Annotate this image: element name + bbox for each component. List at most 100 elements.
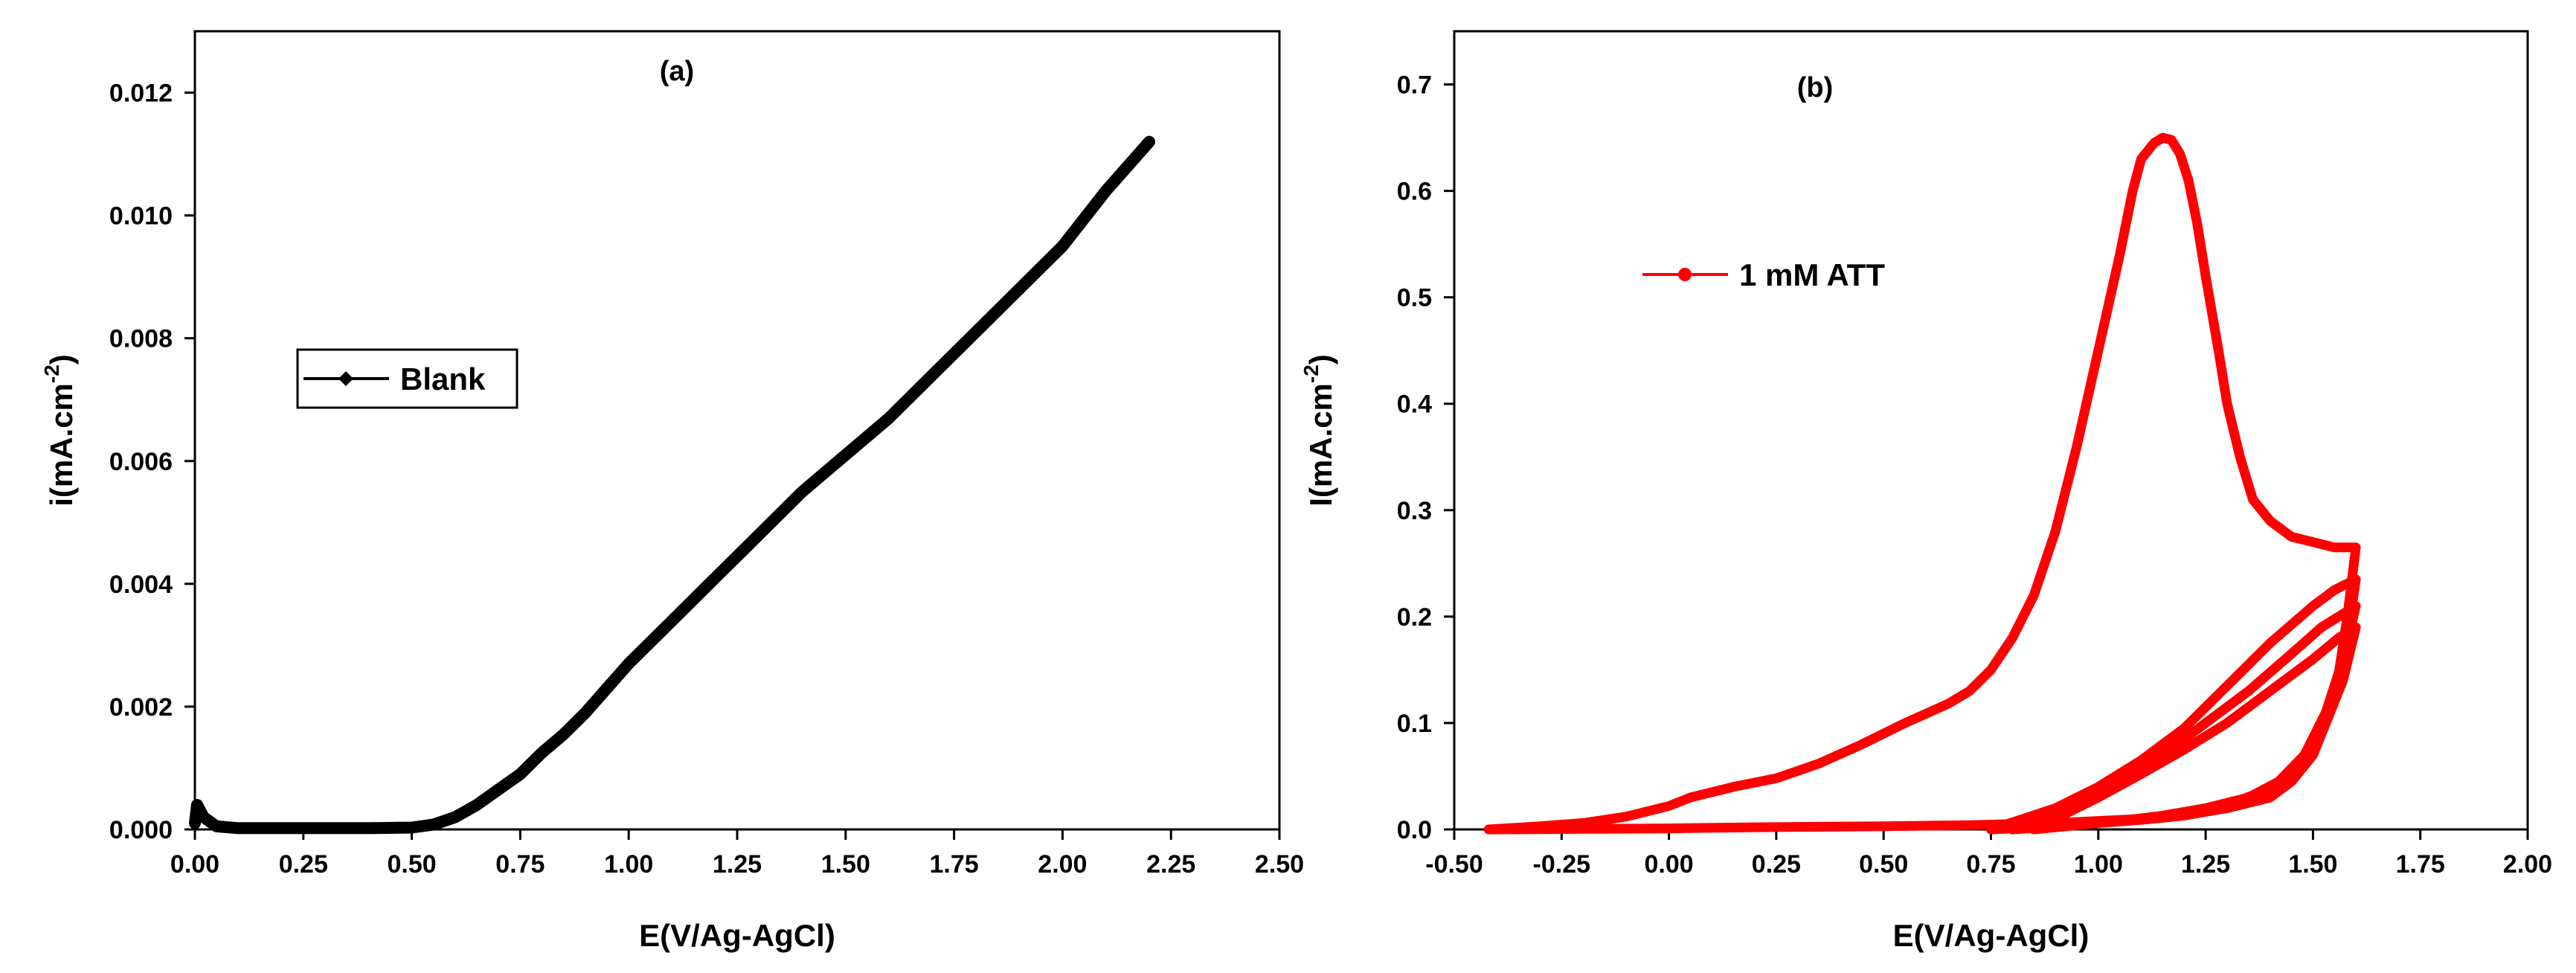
data-point <box>2202 719 2210 727</box>
data-point <box>668 617 676 625</box>
data-point <box>364 824 373 832</box>
data-point <box>234 824 242 832</box>
data-point <box>277 824 286 832</box>
data-point <box>193 801 201 809</box>
series-att <box>1483 132 2361 835</box>
data-point <box>2258 788 2266 796</box>
data-point <box>1686 794 1695 802</box>
data-point <box>2094 347 2102 355</box>
data-point <box>1880 822 1888 830</box>
data-point <box>1987 666 1995 674</box>
y-tick-label: 0.000 <box>109 816 173 844</box>
x-tick-label: 1.75 <box>930 850 979 879</box>
data-point <box>2137 770 2145 778</box>
data-point <box>625 660 633 668</box>
data-point <box>2266 794 2274 802</box>
series-blank <box>189 135 1155 835</box>
data-point <box>1965 687 1973 695</box>
data-point <box>2030 826 2038 833</box>
x-tick-label: -0.25 <box>1533 850 1591 879</box>
x-tick-label: 2.00 <box>2503 850 2552 879</box>
panel-a-chart: 0.00 0.25 0.50 0.75 1.00 1.25 1.50 1.75 2.00 2.25… <box>40 30 1304 953</box>
data-point <box>2185 176 2192 184</box>
data-point <box>1102 187 1110 195</box>
data-point <box>2008 634 2017 642</box>
data-point <box>1751 823 1758 832</box>
data-point <box>2249 495 2257 504</box>
y-tick-label: 0.012 <box>109 80 173 108</box>
data-point <box>2180 745 2188 754</box>
x-tick-label: 2.25 <box>1146 850 1195 879</box>
data-point <box>429 821 437 829</box>
data-point <box>1944 700 1952 708</box>
data-point <box>1729 783 1738 791</box>
data-point <box>2159 812 2167 821</box>
data-point <box>2236 453 2244 461</box>
series-line-cycle-1 <box>189 135 1155 835</box>
data-point <box>841 451 849 459</box>
data-point <box>2335 634 2342 642</box>
y-axis-title-close: ) <box>1303 354 1338 365</box>
data-point <box>1665 824 1673 832</box>
y-axis-title: i(mA.cm-2) <box>40 354 79 507</box>
data-point <box>321 824 329 832</box>
y-tick-label: 0.6 <box>1397 178 1432 206</box>
x-tick-label: 0.00 <box>1645 850 1694 879</box>
data-point <box>2309 602 2317 610</box>
legend-label: Blank <box>400 362 486 396</box>
x-tick-label: 1.75 <box>2396 850 2445 879</box>
data-point <box>2137 155 2145 163</box>
legend-box <box>296 348 518 409</box>
legend-label: 1 mM ATT <box>1739 257 1885 292</box>
data-point <box>2292 767 2300 775</box>
data-point <box>1622 812 1630 821</box>
data-point <box>1579 819 1587 827</box>
data-point <box>2287 533 2296 541</box>
y-tick-label: 0.1 <box>1397 710 1432 738</box>
data-point <box>2317 730 2325 738</box>
y-axis-title-main: I(mA.cm <box>1303 383 1338 507</box>
data-point <box>1858 740 1866 748</box>
data-point <box>2317 623 2325 632</box>
data-point <box>2309 655 2317 664</box>
data-point <box>2180 725 2188 733</box>
data-point <box>1665 802 1673 810</box>
panel-label: (b) <box>1797 72 1834 103</box>
x-tick-label: -0.50 <box>1425 850 1483 879</box>
data-point <box>538 748 546 757</box>
data-point <box>2116 251 2124 259</box>
x-tick-label: 0.50 <box>388 850 437 879</box>
data-point <box>711 574 719 582</box>
data-point <box>191 819 199 827</box>
data-point <box>1772 774 1780 783</box>
y-tick-label: 0.004 <box>109 571 173 599</box>
y-tick-label: 0.008 <box>109 325 173 353</box>
data-point <box>495 786 503 794</box>
x-tick-label: 1.00 <box>604 850 653 879</box>
data-point <box>928 371 937 379</box>
data-point <box>1708 788 1716 796</box>
data-point <box>2167 135 2175 144</box>
y-tick-label: 0.3 <box>1397 497 1432 525</box>
data-point <box>2352 575 2360 583</box>
x-tick-label: 0.75 <box>1966 850 2015 879</box>
y-axis-title: I(mA.cm-2) <box>1300 354 1338 507</box>
data-point <box>755 530 763 539</box>
y-tick-label: 0.006 <box>109 448 173 476</box>
plot-frame <box>193 30 1281 831</box>
data-point <box>2030 591 2038 600</box>
data-point <box>2223 719 2231 727</box>
data-point <box>1015 285 1024 293</box>
y-tick-label: 0.5 <box>1397 284 1432 312</box>
series-line-cycle-3 <box>2007 601 2361 835</box>
legend: 1 mM ATT <box>1642 257 1885 292</box>
data-point <box>2129 187 2136 195</box>
data-point <box>2266 639 2274 647</box>
data-point <box>581 709 589 717</box>
y-tick-label: 0.002 <box>109 693 173 722</box>
data-point <box>2266 687 2274 695</box>
data-point <box>1965 821 1973 829</box>
data-point <box>2072 443 2081 450</box>
y-tick-label: 0.010 <box>109 202 173 231</box>
